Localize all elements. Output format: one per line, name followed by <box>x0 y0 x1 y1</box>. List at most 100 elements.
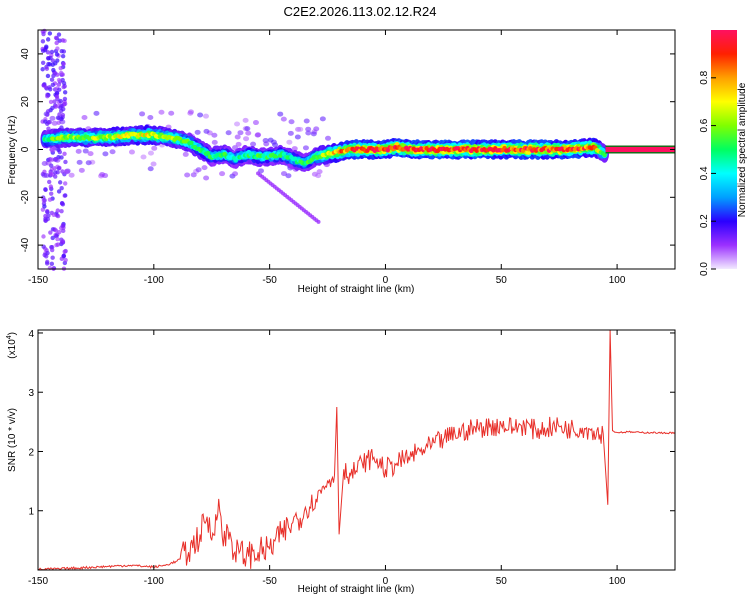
spectrogram-noise-cell <box>57 115 64 121</box>
snr-multiplier-base: (x10 <box>7 339 18 359</box>
spectrogram-noise-cell <box>47 85 52 90</box>
spectrogram-noise-cell <box>53 228 59 233</box>
spectrogram-y-tick-label: 40 <box>20 48 31 60</box>
spectrogram-noise-cell <box>168 110 175 116</box>
spectrogram-noise-cell <box>62 249 67 254</box>
spectrogram-noise-cell <box>147 150 154 156</box>
spectrogram-noise-cell <box>244 126 251 132</box>
spectrogram-noise-cell <box>281 171 288 177</box>
spectrogram-noise-cell <box>197 112 204 118</box>
spectrogram-noise-cell <box>59 201 65 206</box>
spectrogram-noise-cell <box>53 174 58 179</box>
spectrogram-noise-cell <box>43 213 48 219</box>
spectrogram-noise-cell <box>102 151 109 157</box>
spectrogram-y-tick-label: 0 <box>20 146 31 152</box>
spectrogram-noise-cell <box>109 149 116 155</box>
spectrogram-noise-cell <box>287 130 294 136</box>
colorbar-tick-label: 0.6 <box>699 118 710 132</box>
spectrogram-noise-cell <box>47 179 52 185</box>
spectrogram-noise-cell <box>61 106 66 112</box>
spectrogram-noise-cell <box>50 82 56 88</box>
spectrogram-y-tick-label: -40 <box>20 237 31 252</box>
spectrogram-noise-cell <box>280 116 287 122</box>
spectrogram-noise-cell <box>59 240 65 245</box>
spectrogram-noise-cell <box>56 32 62 37</box>
spectrogram-noise-cell <box>305 126 312 132</box>
spectrogram-noise-cell <box>313 126 320 132</box>
snr-x-tick-label: 100 <box>609 576 626 587</box>
spectrogram-noise-cell <box>194 129 201 135</box>
spectrogram-noise-cell <box>45 94 50 99</box>
snr-panel: -150 -100 -50 0 50 100 1 2 3 4 Height of straigh… <box>6 329 676 595</box>
spectrogram-noise-cell <box>76 159 83 165</box>
spectrogram-x-tick-label: -100 <box>144 275 164 286</box>
spectrogram-noise-cell <box>242 117 249 123</box>
spectrogram-noise-cell <box>254 132 261 138</box>
spectrogram-noise-cell <box>52 71 58 76</box>
spectrogram-noise-cell <box>294 134 301 140</box>
spectrogram-ridge-cell <box>205 150 211 156</box>
snr-y-tick-label: 3 <box>28 388 34 399</box>
spectrogram-noise-cell <box>57 180 63 185</box>
spectrogram-noise-cell <box>59 119 66 125</box>
snr-y-axis: 1 2 3 4 <box>28 329 675 518</box>
spectrogram-noise-cell <box>57 87 62 92</box>
spectrogram-noise-cell <box>50 235 55 241</box>
spectrogram-noise-cell <box>49 247 55 253</box>
spectrogram-noise-cell <box>291 146 298 152</box>
spectrogram-noise-cell <box>45 208 50 214</box>
spectrogram-noise-cell <box>54 40 59 46</box>
spectrogram-noise-cell <box>50 255 55 260</box>
spectrogram-noise-cell <box>40 207 46 212</box>
spectrogram-noise-cell <box>57 112 62 117</box>
spectrogram-noise-cell <box>40 39 46 44</box>
spectrogram-noise-cell <box>48 184 54 189</box>
spectrogram-noise-cell <box>195 167 202 173</box>
spectrogram-noise-cell <box>53 232 58 238</box>
spectrogram-noise-cell <box>43 172 50 178</box>
spectrogram-noise-cell <box>53 35 59 41</box>
spectrogram-noise-cell <box>201 165 208 171</box>
colorbar-tick-label: 0.8 <box>699 70 710 84</box>
spectrogram-noise-cell <box>62 151 67 156</box>
spectrogram-noise-cell <box>60 169 65 174</box>
spectrogram-noise-cell <box>45 160 52 166</box>
snr-x-tick-label: 50 <box>496 576 508 587</box>
spectrogram-noise-cell <box>45 37 51 42</box>
figure-title: C2E2.2026.113.02.12.R24 <box>284 4 437 19</box>
spectrogram-noise-cell <box>60 53 66 59</box>
spectrogram-noise-cell <box>54 157 61 163</box>
spectrogram-x-tick-label: 50 <box>496 275 508 286</box>
tone-strip-core <box>605 147 675 152</box>
spectrogram-noise-cell <box>53 61 58 66</box>
spectrogram-noise-cell <box>237 130 244 136</box>
spectrogram-noise-cell <box>297 126 304 132</box>
spectrogram-noise-cell <box>43 111 50 117</box>
snr-x-tick-label: 0 <box>383 576 389 587</box>
spectrogram-noise-cell <box>263 141 270 147</box>
snr-background <box>38 330 675 570</box>
spectrogram-noise-cell <box>49 147 56 153</box>
spectrogram-noise-cell <box>190 172 197 178</box>
spectrogram-noise-cell <box>54 52 60 57</box>
spectrogram-noise-cell <box>42 204 47 209</box>
spectrogram-noise-cell <box>61 228 66 234</box>
spectrogram-noise-cell <box>232 171 239 177</box>
spectrogram-noise-cell <box>203 175 210 181</box>
spectrogram-tone-strip <box>605 145 675 154</box>
spectrogram-noise-cell <box>56 147 61 153</box>
spectrogram-noise-cell <box>51 212 56 218</box>
spectrogram-noise-cell <box>63 193 68 198</box>
spectrogram-noise-cell <box>319 116 326 122</box>
spectrogram-noise-cell <box>310 131 317 137</box>
spectrogram-noise-cell <box>64 169 71 175</box>
spectrogram-noise-cell <box>151 145 158 151</box>
spectrogram-noise-cell <box>59 186 64 191</box>
spectrogram-noise-cell <box>50 105 55 111</box>
spectrogram-x-tick-label: -50 <box>262 275 277 286</box>
spectrogram-noise-cell <box>288 119 295 125</box>
spectrogram-ridge-layer <box>40 124 610 172</box>
spectrogram-noise-cell <box>99 171 106 177</box>
spectrogram-noise-cell <box>43 218 48 223</box>
